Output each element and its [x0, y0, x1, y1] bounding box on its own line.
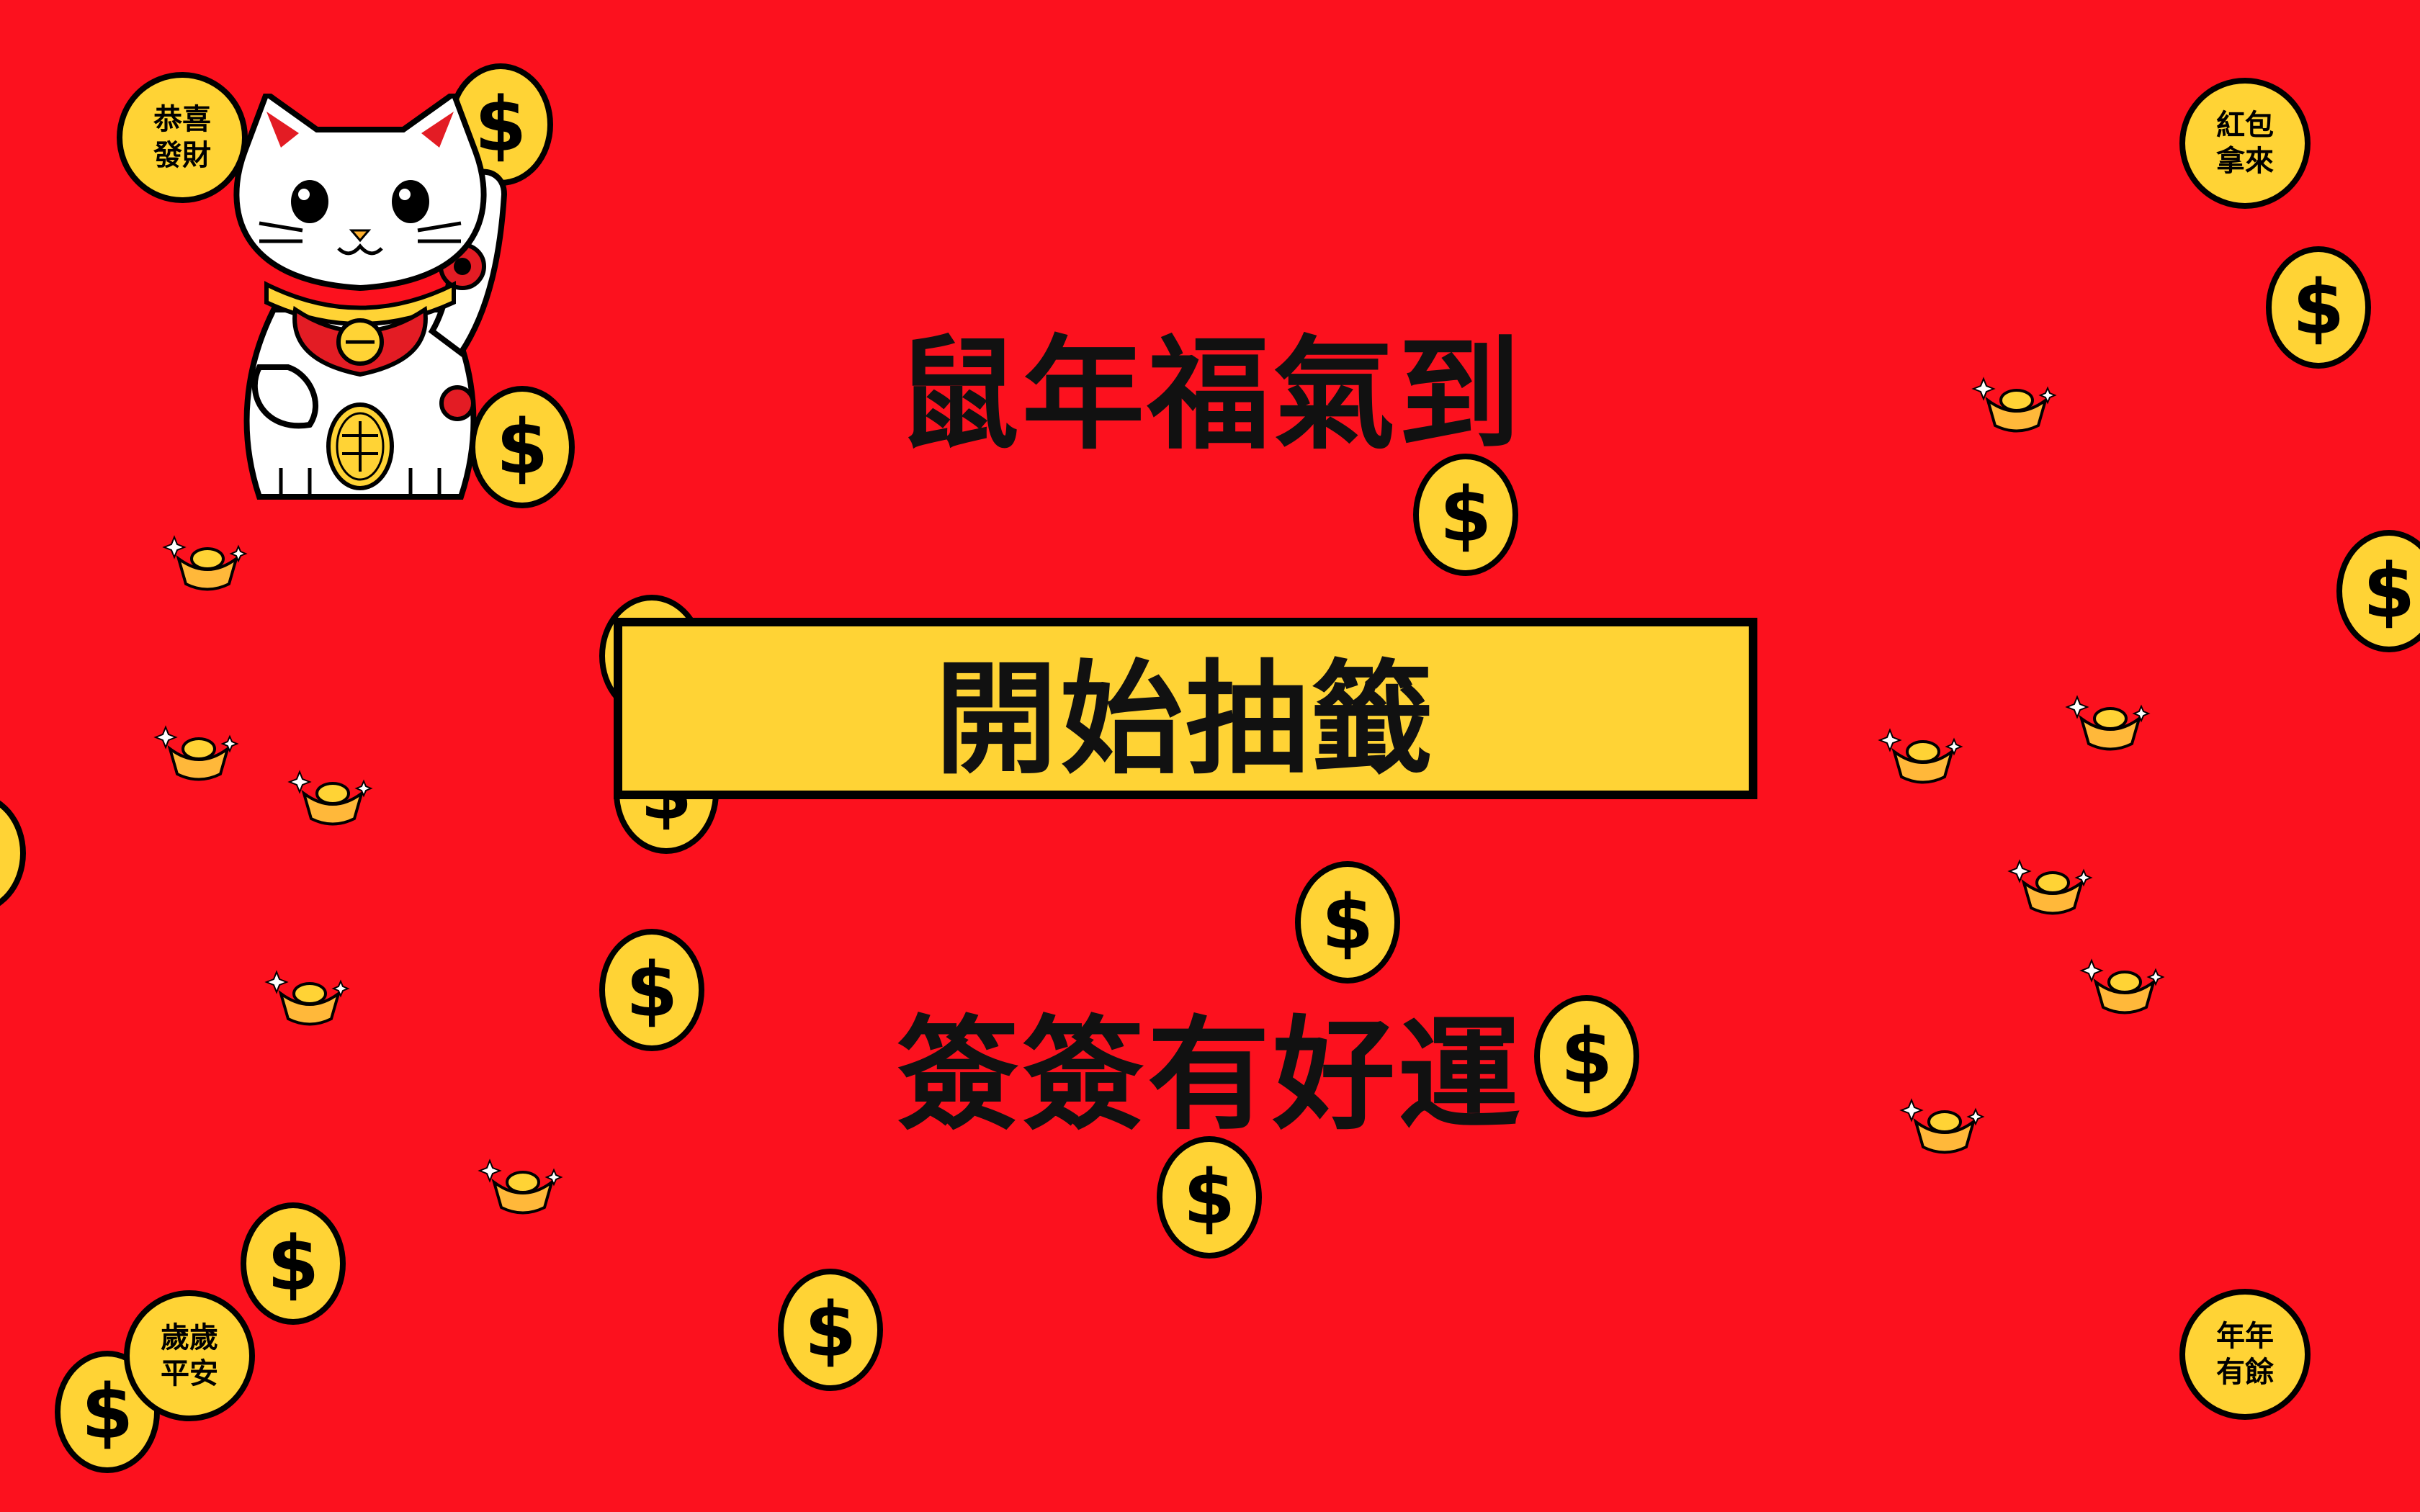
- gold-ingot-icon: [2079, 958, 2165, 1014]
- coin-icon: $: [2266, 246, 2371, 369]
- coin-icon: $: [0, 792, 26, 914]
- page-subtitle: 簽簽有好運: [896, 1004, 1523, 1147]
- badge-bottom-left: 歲歲 平安: [124, 1290, 255, 1421]
- coin-icon: $: [1413, 454, 1518, 576]
- coin-icon: $: [1295, 861, 1400, 984]
- coin-icon: $: [241, 1202, 346, 1325]
- page-title: 鼠年福氣到: [896, 324, 1523, 467]
- gold-ingot-icon: [153, 725, 239, 781]
- gold-ingot-icon: [2007, 859, 2093, 915]
- gold-ingot-icon: [1971, 377, 2057, 433]
- start-draw-button[interactable]: 開始抽籤: [614, 618, 1757, 799]
- coin-icon: $: [599, 929, 704, 1051]
- gold-ingot-icon: [1899, 1098, 1985, 1154]
- gold-ingot-icon: [1878, 728, 1963, 784]
- coin-icon: $: [1157, 1136, 1262, 1259]
- badge-top-right: 紅包 拿來: [2179, 78, 2311, 209]
- gold-ingot-icon: [478, 1158, 563, 1215]
- coin-icon: $: [1534, 995, 1639, 1117]
- coin-icon: $: [2336, 530, 2420, 652]
- gold-ingot-icon: [287, 770, 373, 826]
- badge-bottom-right: 年年 有餘: [2179, 1289, 2311, 1420]
- gold-ingot-icon: [264, 970, 350, 1026]
- gold-ingot-icon: [2065, 695, 2151, 751]
- lucky-cat-icon: [233, 94, 508, 500]
- coin-icon: $: [470, 386, 575, 508]
- coin-icon: $: [778, 1269, 883, 1391]
- badge-top-left: 恭喜 發財: [117, 72, 248, 203]
- gold-ingot-icon: [162, 535, 248, 591]
